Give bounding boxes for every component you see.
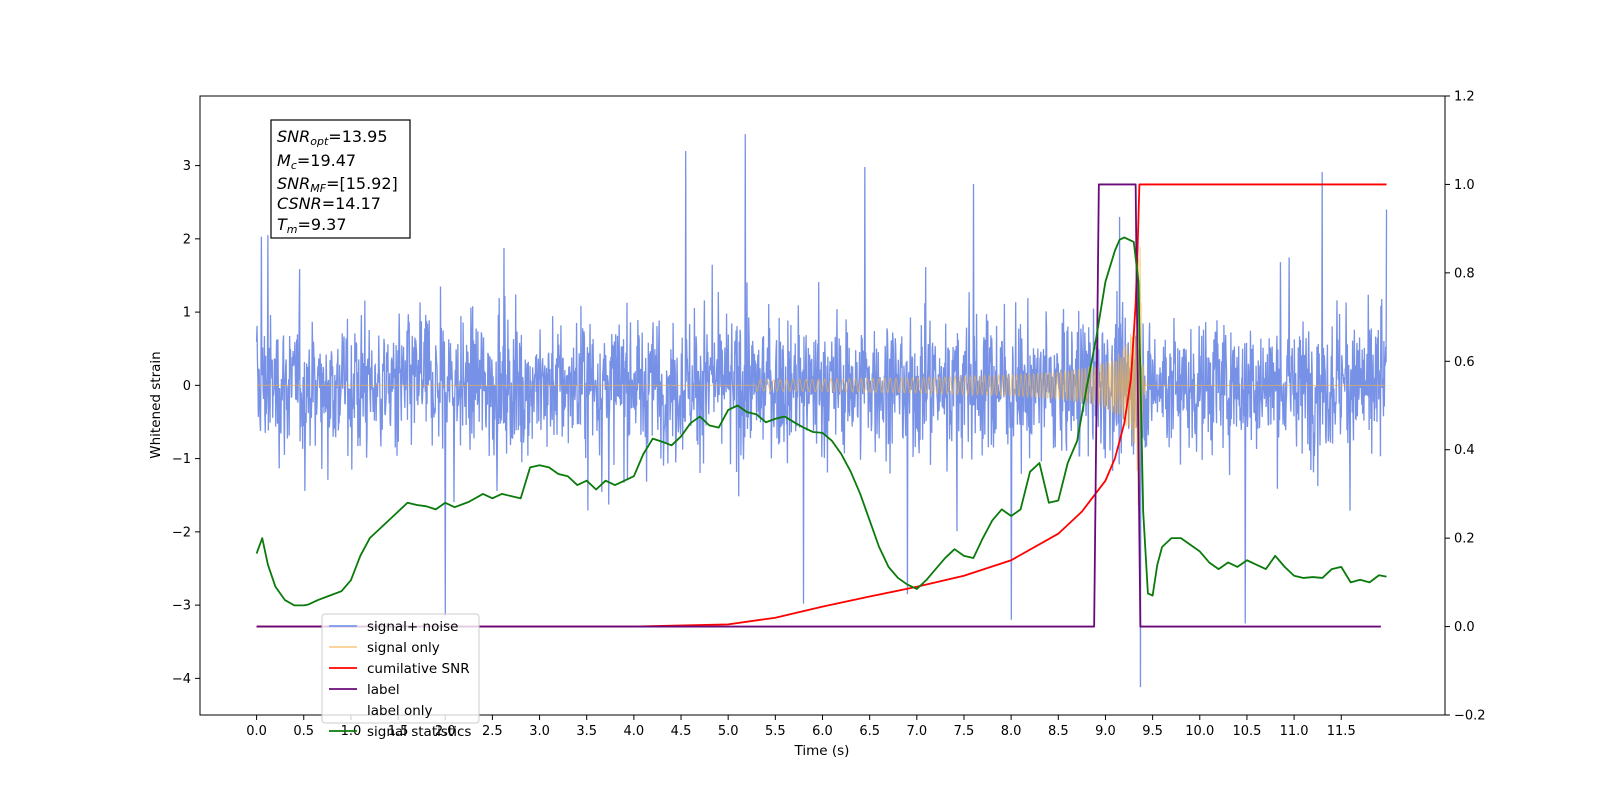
y2-tick-label: −0.2	[1454, 709, 1486, 724]
y-tick-label: −1	[172, 452, 191, 467]
legend-label-cumilative-snr: cumilative SNR	[367, 661, 470, 677]
series-line-signal-noise	[255, 134, 1388, 688]
y-tick-label: −3	[172, 599, 191, 614]
legend-label-signal-only: signal only	[367, 640, 440, 656]
series-line-signal-only	[256, 246, 1387, 506]
legend: signal+ noise signal only cumilative SNR la…	[321, 613, 480, 740]
y-tick-label: 0	[183, 379, 191, 394]
x-tick-label: 8.5	[1048, 724, 1069, 739]
x-tick-label: 5.5	[765, 724, 786, 739]
y-axis-ticks: 3 2 1 0 −1 −2 −3 −4	[172, 159, 200, 687]
info-csnr-value: =14.17	[322, 194, 381, 213]
y-tick-label: −4	[172, 672, 191, 687]
x-tick-label: 0.0	[246, 724, 267, 739]
info-mc-var: M	[277, 151, 291, 170]
x-tick-label: 2.0	[435, 724, 456, 739]
x-tick-label: 8.0	[1001, 724, 1022, 739]
y-tick-label: −2	[172, 525, 191, 540]
x-tick-label: 4.0	[624, 724, 645, 739]
y2-axis-ticks: 1.2 1.0 0.8 0.6 0.4 0.2 0.0 −0.2	[1445, 90, 1486, 724]
x-tick-label: 0.5	[293, 724, 314, 739]
y2-tick-label: 0.4	[1454, 443, 1475, 458]
legend-label-label-only: label only	[367, 703, 433, 719]
x-tick-label: 9.0	[1095, 724, 1116, 739]
y2-tick-label: 1.2	[1454, 90, 1475, 105]
x-tick-label: 3.0	[529, 724, 550, 739]
info-snr-mf-value: =[15.92]	[326, 174, 398, 193]
series-line-cumilative-snr	[256, 183, 1387, 628]
info-tm-value: =9.37	[298, 215, 347, 234]
legend-label-signal-statistics: signal statistics	[367, 724, 471, 740]
y-tick-label: 1	[183, 306, 191, 321]
x-tick-label: 6.0	[812, 724, 833, 739]
x-tick-label: 4.5	[671, 724, 692, 739]
y-tick-label: 2	[183, 232, 191, 247]
y2-tick-label: 0.2	[1454, 532, 1475, 547]
x-tick-label: 11.5	[1327, 724, 1356, 739]
info-tm: Tm=9.37	[277, 215, 347, 236]
info-snr-mf-var: SNR	[277, 174, 310, 193]
x-tick-label: 2.5	[482, 724, 503, 739]
y-axis-label: Whitened strain	[148, 351, 164, 458]
info-mc: Mc=19.47	[277, 151, 356, 172]
info-csnr: CSNR=14.17	[277, 194, 381, 213]
legend-entries: signal+ noise signal only cumilative SNR la…	[329, 619, 471, 740]
info-box: SNRopt=13.95 Mc=19.47 SNRMF=[15.92] CSNR…	[270, 119, 411, 239]
legend-label-signal-noise: signal+ noise	[367, 619, 458, 635]
x-tick-label: 10.5	[1232, 724, 1261, 739]
x-axis-label: Time (s)	[794, 743, 850, 759]
series-layer	[255, 134, 1388, 688]
x-tick-label: 1.5	[388, 724, 409, 739]
x-tick-label: 7.0	[906, 724, 927, 739]
info-tm-sub: m	[287, 223, 298, 236]
y2-tick-label: 0.6	[1454, 355, 1475, 370]
x-tick-label: 6.5	[859, 724, 880, 739]
info-snr-opt: SNRopt=13.95	[277, 127, 388, 148]
x-axis-ticks: 0.0 0.5 1.0 1.5 2.0 2.5 3.0 3.5 4.0 4.5 5.0 5.5 6.0 6…	[246, 715, 1356, 739]
y2-tick-label: 0.8	[1454, 266, 1475, 281]
x-tick-label: 11.0	[1280, 724, 1309, 739]
info-csnr-var: CSNR	[277, 194, 322, 213]
info-snr-mf-sub: MF	[310, 182, 326, 195]
series-line-signal-statistics	[255, 236, 1387, 607]
info-box-frame	[270, 119, 411, 239]
y-tick-label: 3	[183, 159, 191, 174]
info-tm-var: T	[277, 215, 288, 234]
y2-tick-label: 0.0	[1454, 620, 1475, 635]
info-mc-value: =19.47	[297, 151, 356, 170]
legend-frame	[321, 613, 480, 724]
x-tick-label: 7.5	[954, 724, 975, 739]
info-snr-mf: SNRMF=[15.92]	[277, 174, 398, 195]
x-tick-label: 5.0	[718, 724, 739, 739]
legend-label-label: label	[367, 682, 400, 698]
x-tick-label: 9.5	[1142, 724, 1163, 739]
info-snr-opt-value: =13.95	[328, 127, 387, 146]
info-mc-sub: c	[291, 159, 297, 172]
series-line-label	[256, 183, 1381, 628]
info-snr-opt-var: SNR	[277, 127, 310, 146]
x-tick-label: 10.0	[1185, 724, 1214, 739]
y2-tick-label: 1.0	[1454, 178, 1475, 193]
info-snr-opt-sub: opt	[310, 135, 329, 148]
x-tick-label: 3.5	[576, 724, 597, 739]
